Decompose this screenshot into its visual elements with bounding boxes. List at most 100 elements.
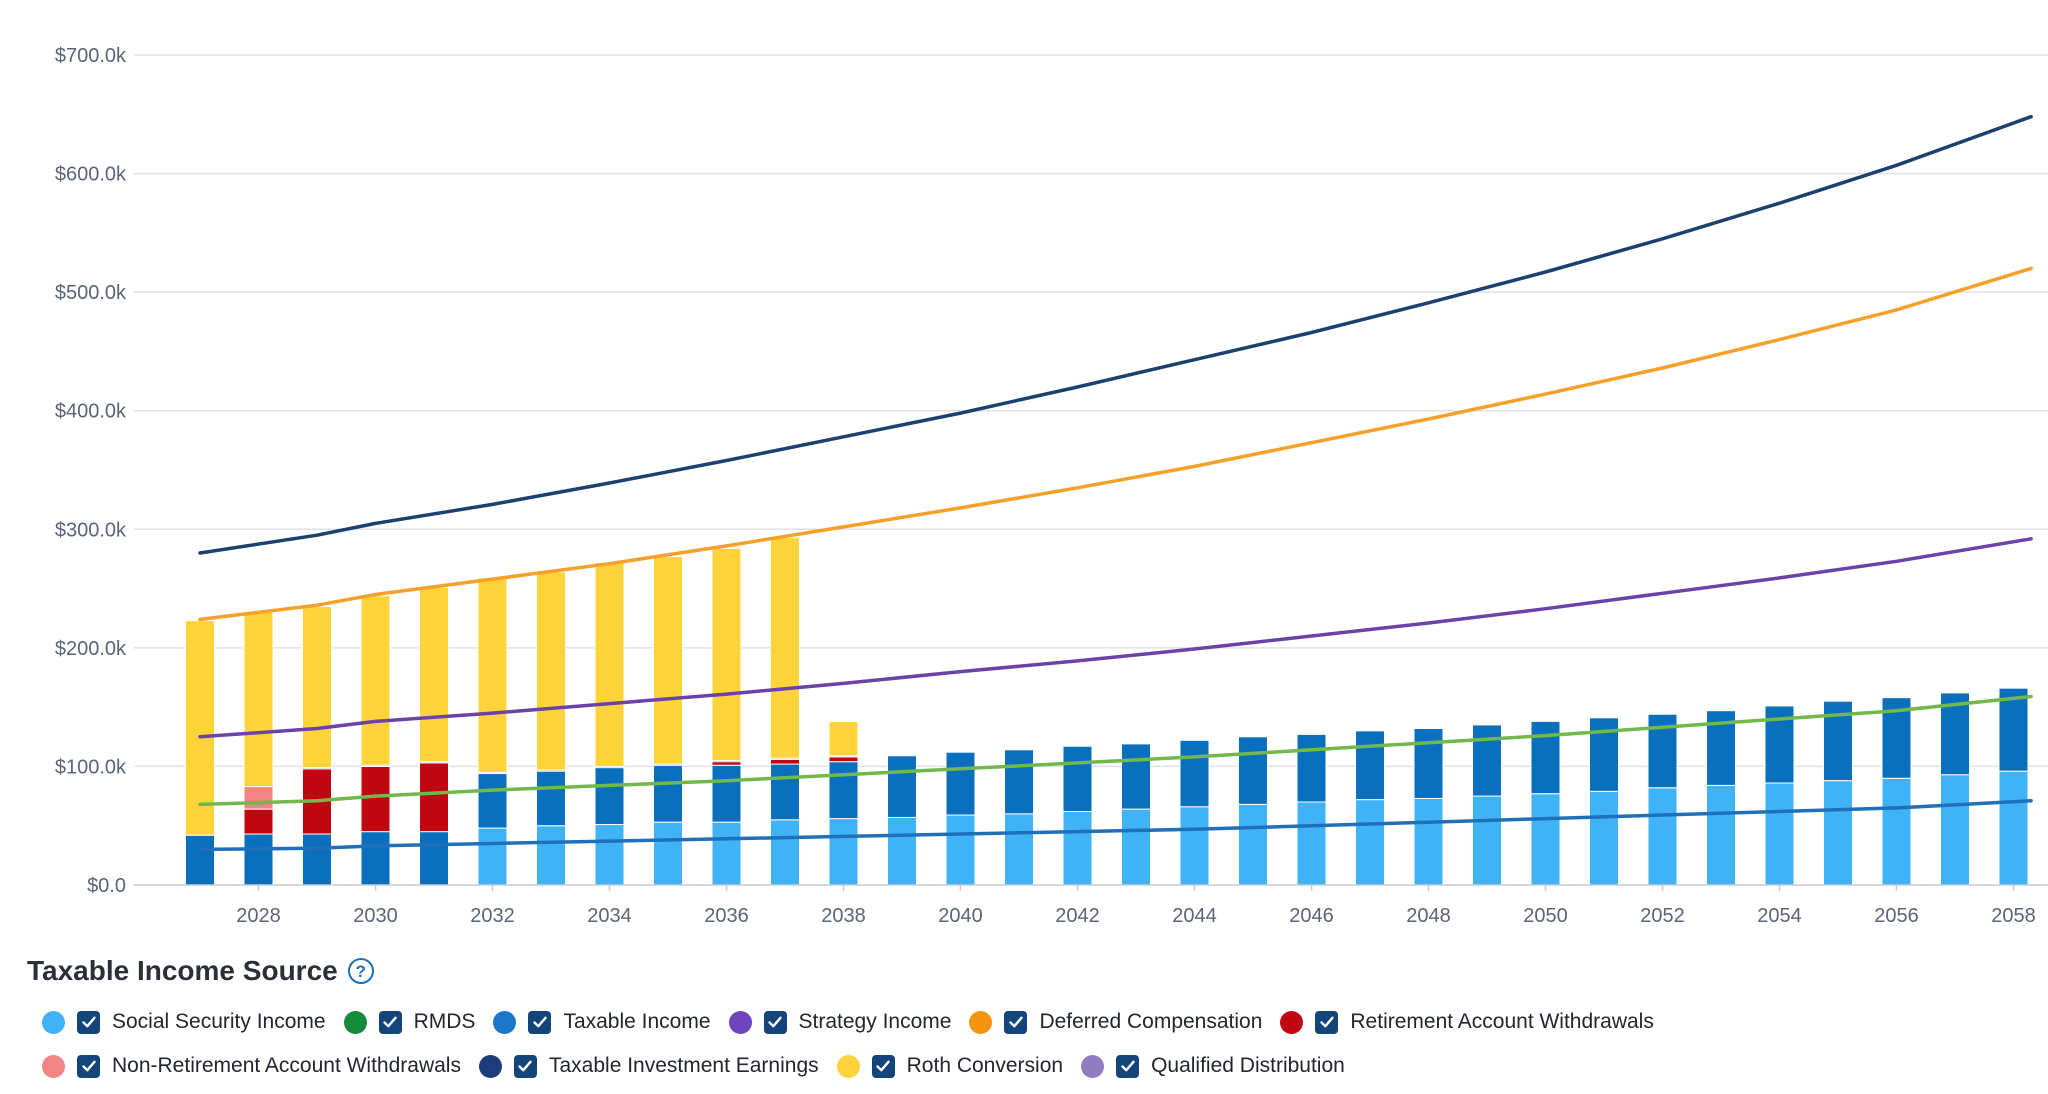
bar-segment[interactable]	[711, 821, 742, 886]
bar-segment[interactable]	[1998, 687, 2029, 772]
bar-segment[interactable]	[536, 825, 566, 886]
bar-segment[interactable]	[1355, 730, 1385, 801]
bar-segment[interactable]	[711, 764, 742, 823]
bar-segment[interactable]	[828, 761, 859, 820]
bar-segment[interactable]	[477, 827, 508, 886]
bar-segment[interactable]	[945, 751, 976, 816]
bar-segment[interactable]	[711, 547, 742, 761]
bar-segment[interactable]	[302, 833, 332, 886]
bar-segment[interactable]	[1121, 743, 1151, 810]
bar-segment[interactable]	[1296, 733, 1327, 803]
bar-segment[interactable]	[360, 765, 391, 833]
bar-segment[interactable]	[770, 537, 800, 759]
bar-segment[interactable]	[419, 762, 449, 833]
bar-segment[interactable]	[1413, 797, 1444, 886]
bar-segment[interactable]	[828, 756, 859, 763]
bar-segment[interactable]	[1998, 770, 2029, 886]
bar-segment[interactable]	[1121, 808, 1151, 886]
bar-segment[interactable]	[477, 773, 508, 829]
legend-item[interactable]: RMDS	[343, 1010, 475, 1034]
bar-segment[interactable]	[419, 586, 449, 763]
bar-segment[interactable]	[1764, 782, 1795, 886]
checkbox-checked-icon[interactable]	[528, 1010, 552, 1034]
bar-segment[interactable]	[1296, 801, 1327, 886]
checkbox-checked-icon[interactable]	[378, 1010, 402, 1034]
bar-segment[interactable]	[536, 770, 566, 827]
legend-item[interactable]: Qualified Distribution	[1081, 1054, 1345, 1078]
bar-segment[interactable]	[594, 767, 625, 826]
help-icon[interactable]: ?	[347, 958, 374, 984]
bar-segment[interactable]	[1706, 784, 1736, 886]
bar-segment[interactable]	[770, 819, 800, 886]
checkbox-checked-icon[interactable]	[1116, 1054, 1140, 1078]
checkbox-checked-icon[interactable]	[1315, 1010, 1339, 1034]
bar-segment[interactable]	[1472, 724, 1502, 797]
checkbox-checked-icon[interactable]	[77, 1010, 100, 1034]
bar-segment[interactable]	[1004, 813, 1034, 886]
legend-row-1: Social Security Income RMDS Taxable Income…	[42, 1005, 1672, 1039]
bar-segment[interactable]	[653, 764, 683, 823]
bar-segment[interactable]	[185, 834, 215, 886]
bar-segment[interactable]	[243, 833, 274, 886]
legend-color-dot	[1081, 1054, 1105, 1078]
bar-segment[interactable]	[1355, 799, 1385, 886]
bar-segment[interactable]	[419, 831, 449, 886]
bar-segment[interactable]	[477, 577, 508, 773]
bar-segment[interactable]	[243, 786, 274, 810]
legend-item[interactable]: Taxable Income	[493, 1010, 711, 1034]
bar-segment[interactable]	[653, 821, 683, 886]
bar-segment[interactable]	[302, 605, 332, 769]
bar-segment[interactable]	[653, 556, 683, 765]
bar-segment[interactable]	[1647, 787, 1678, 886]
bar-segment[interactable]	[770, 763, 800, 821]
legend-item[interactable]: Strategy Income	[728, 1010, 951, 1034]
bar-segment[interactable]	[1062, 745, 1093, 812]
bar-segment[interactable]	[1062, 810, 1093, 886]
legend-item[interactable]: Taxable Investment Earnings	[478, 1054, 819, 1078]
bar-segment[interactable]	[1413, 727, 1444, 799]
bar-segment[interactable]	[711, 761, 742, 766]
checkbox-checked-icon[interactable]	[513, 1054, 537, 1078]
bar-segment[interactable]	[1530, 720, 1561, 795]
bar-segment[interactable]	[1179, 806, 1210, 886]
bar-segment[interactable]	[243, 611, 274, 788]
legend-item[interactable]: Retirement Account Withdrawals	[1280, 1010, 1654, 1034]
bar-segment[interactable]	[360, 595, 391, 766]
bar-segment[interactable]	[1004, 749, 1034, 815]
bar-segment[interactable]	[594, 561, 625, 767]
bar-segment[interactable]	[828, 720, 859, 757]
bar-segment[interactable]	[887, 755, 917, 818]
bar-segment[interactable]	[1179, 739, 1210, 808]
legend-item[interactable]: Roth Conversion	[836, 1054, 1063, 1078]
legend-item[interactable]: Deferred Compensation	[969, 1010, 1262, 1034]
series-line	[198, 114, 2033, 555]
series-line	[198, 537, 2033, 739]
bar-segment[interactable]	[1940, 774, 1970, 886]
bar-segment[interactable]	[1472, 795, 1502, 886]
bars[interactable]	[185, 537, 2029, 886]
bar-segment[interactable]	[1823, 780, 1853, 886]
legend-item[interactable]: Non-Retirement Account Withdrawals	[42, 1054, 461, 1078]
bar-segment[interactable]	[828, 818, 859, 886]
legend-item[interactable]: Social Security Income	[42, 1010, 326, 1034]
checkbox-checked-icon[interactable]	[763, 1010, 787, 1034]
bar-segment[interactable]	[536, 571, 566, 771]
bar-segment[interactable]	[1589, 790, 1619, 886]
bar-segment[interactable]	[945, 814, 976, 886]
bar-segment[interactable]	[185, 620, 215, 836]
bar-segment[interactable]	[1881, 777, 1912, 886]
checkbox-checked-icon[interactable]	[871, 1054, 895, 1078]
legend-color-dot	[478, 1054, 502, 1078]
checkbox-checked-icon[interactable]	[1004, 1010, 1028, 1034]
bar-segment[interactable]	[1238, 736, 1268, 805]
bar-segment[interactable]	[1530, 793, 1561, 886]
bar-segment[interactable]	[594, 824, 625, 886]
series-line	[198, 799, 2033, 852]
bar-segment[interactable]	[1589, 717, 1619, 792]
bar-segment[interactable]	[887, 816, 917, 886]
bar-segment[interactable]	[243, 808, 274, 835]
checkbox-checked-icon[interactable]	[77, 1054, 100, 1078]
bar-segment[interactable]	[770, 758, 800, 765]
bar-segment[interactable]	[1238, 803, 1268, 886]
bar-segment[interactable]	[360, 831, 391, 886]
